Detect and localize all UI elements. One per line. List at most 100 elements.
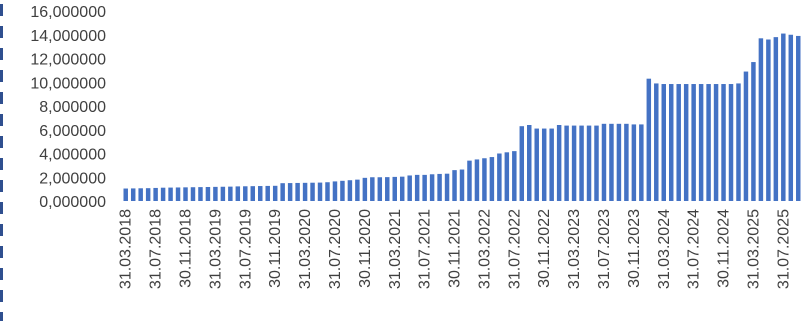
x-tick-label: 30.11.2022 — [536, 209, 553, 288]
x-tick-label: 30.11.2020 — [357, 209, 374, 288]
bar — [414, 174, 420, 202]
x-tick-label: 31.03.2018 — [118, 209, 135, 289]
bar — [183, 187, 188, 201]
x-tick-label: 31.03.2025 — [745, 209, 762, 289]
bar — [145, 188, 151, 201]
bar — [385, 177, 390, 201]
bar — [362, 177, 368, 201]
bar — [437, 173, 442, 201]
left-edge-mark — [0, 92, 3, 104]
x-tick-label: 31.07.2024 — [686, 209, 703, 289]
bar — [556, 125, 562, 201]
bar — [661, 84, 666, 201]
bar — [766, 39, 771, 201]
bar — [444, 173, 450, 201]
bar — [519, 126, 525, 201]
bar — [317, 182, 323, 201]
bar — [631, 124, 637, 201]
bar — [213, 186, 218, 201]
bar — [265, 185, 270, 201]
x-tick-label: 31.03.2024 — [656, 209, 673, 289]
bar — [340, 180, 345, 201]
bar — [280, 183, 285, 201]
bar — [160, 187, 166, 201]
bar — [228, 186, 233, 201]
bar — [736, 83, 741, 201]
x-tick-label: 30.11.2024 — [716, 209, 733, 288]
bar — [422, 174, 427, 202]
bar — [123, 188, 128, 201]
x-tick-label: 31.07.2019 — [237, 209, 254, 289]
bar — [287, 183, 293, 201]
left-edge-marks — [0, 4, 3, 321]
left-edge-mark — [0, 136, 3, 148]
x-axis: 31.03.2018 31.07.2018 30.11.2018 31.03.2019… — [118, 209, 793, 289]
bar — [370, 177, 375, 201]
bar — [235, 186, 241, 201]
bar — [429, 174, 435, 201]
y-tick-label: 14,000000 — [30, 28, 106, 45]
bar — [586, 125, 592, 201]
bar — [594, 125, 599, 201]
bar — [489, 157, 495, 201]
bar — [355, 179, 360, 202]
bar — [474, 159, 480, 201]
bar — [250, 186, 256, 201]
bar — [377, 177, 383, 201]
bar — [497, 153, 502, 201]
x-tick-label: 31.07.2018 — [148, 209, 165, 289]
x-tick-label: 31.07.2020 — [327, 209, 344, 289]
y-tick-label: 8,000000 — [39, 99, 106, 116]
left-edge-mark — [0, 312, 3, 321]
bar — [452, 170, 457, 202]
bars — [123, 33, 801, 202]
bar — [668, 84, 674, 201]
left-edge-mark — [0, 158, 3, 170]
bar — [541, 128, 547, 201]
x-tick-label: 31.07.2025 — [775, 209, 792, 289]
x-tick-label: 31.07.2023 — [596, 209, 613, 289]
bar — [467, 160, 472, 202]
left-edge-mark — [0, 202, 3, 214]
bar — [138, 188, 143, 201]
bar — [332, 181, 338, 201]
bar — [571, 125, 577, 201]
bar — [654, 83, 659, 201]
bar — [691, 84, 696, 201]
bar — [616, 123, 622, 201]
bar — [676, 84, 681, 201]
bar — [220, 186, 226, 201]
bar — [728, 84, 734, 201]
x-tick-label: 31.03.2020 — [297, 209, 314, 289]
bar — [243, 186, 248, 201]
x-tick-label: 30.11.2021 — [447, 209, 464, 288]
bar — [706, 84, 711, 201]
x-tick-label: 31.07.2021 — [417, 209, 434, 289]
bar — [564, 125, 569, 201]
y-tick-label: 16,000000 — [30, 4, 106, 21]
bar — [198, 187, 203, 201]
left-edge-mark — [0, 290, 3, 302]
bar — [130, 188, 136, 201]
left-edge-mark — [0, 114, 3, 126]
bar — [168, 187, 173, 201]
bar — [609, 123, 614, 201]
bar — [347, 180, 353, 201]
bar — [302, 182, 308, 201]
y-axis: 0,000000 2,000000 4,000000 6,000000 8,000000… — [30, 4, 106, 211]
bar — [310, 182, 315, 201]
bar — [175, 187, 181, 201]
x-tick-label: 31.03.2019 — [207, 209, 224, 289]
left-edge-mark — [0, 268, 3, 280]
bar — [788, 34, 794, 201]
bar — [781, 33, 786, 202]
y-tick-label: 2,000000 — [39, 170, 106, 187]
left-edge-mark — [0, 246, 3, 258]
x-tick-label: 30.11.2023 — [626, 209, 643, 288]
bar — [482, 158, 487, 201]
y-tick-label: 6,000000 — [39, 123, 106, 140]
bar — [758, 38, 764, 202]
left-edge-mark — [0, 4, 3, 16]
